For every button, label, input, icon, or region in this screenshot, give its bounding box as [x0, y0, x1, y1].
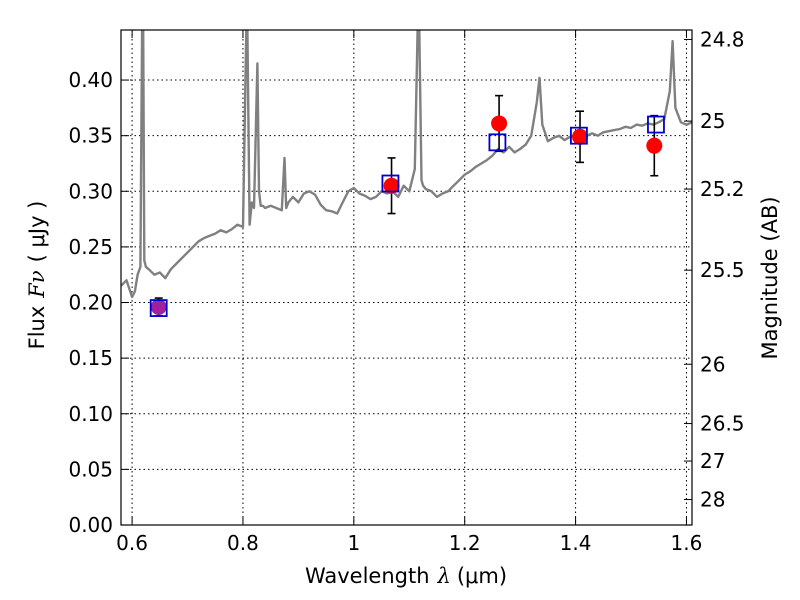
model-photometry-square [381, 174, 400, 193]
y-tick-label: 0.30 [68, 179, 113, 203]
y-tick-label: 0.00 [68, 513, 113, 537]
model-photometry-square [488, 133, 507, 152]
model-photometry-square [647, 115, 665, 134]
axis-ticks: 0.6 0.8 1 1.2 1.4 1.6 0.00 0.05 0.10 0.15 0.20 0.25… [68, 27, 744, 555]
y-tick-label: 0.05 [68, 457, 113, 481]
observed-point [491, 115, 508, 132]
y2-tick-label: 26 [700, 352, 725, 376]
model-photometry-square [570, 126, 588, 145]
x-tick-label: 1.4 [560, 531, 592, 555]
observed-point [572, 128, 589, 145]
observed-point [383, 177, 400, 194]
model-photometry-square [149, 299, 168, 317]
y2-tick-label: 27 [700, 449, 725, 473]
y-tick-label: 0.15 [68, 346, 113, 370]
y-tick-label: 0.10 [68, 402, 113, 426]
y-tick-label: 0.35 [68, 124, 113, 148]
y2-tick-label: 26.5 [700, 412, 745, 436]
y-axis-label: FluxFν( μJy ) [25, 201, 49, 350]
model-spectrum-line [121, 30, 692, 299]
y2-tick-label: 24.8 [700, 27, 745, 51]
observed-point [150, 298, 167, 315]
grid-lines [121, 30, 692, 526]
x-tick-label: 1.2 [449, 531, 481, 555]
y2-axis-label: Magnitude (AB) [758, 196, 782, 359]
x-tick-label: 1.6 [671, 531, 703, 555]
axes-frame [120, 29, 693, 526]
x-tick-label: 0.8 [227, 531, 259, 555]
y2-tick-label: 25 [700, 109, 725, 133]
x-tick-label: 0.6 [116, 531, 148, 555]
y2-tick-label: 25.5 [700, 258, 745, 282]
y2-tick-label: 25.2 [700, 177, 745, 201]
plot-area [121, 30, 692, 317]
x-tick-label: 1 [347, 531, 360, 555]
x-axis-label: Wavelength λ (μm) [305, 564, 507, 588]
y-tick-label: 0.25 [68, 235, 113, 259]
y-tick-label: 0.20 [68, 291, 113, 315]
y2-tick-label: 28 [700, 488, 725, 512]
y-tick-label: 0.40 [68, 68, 113, 92]
observed-point [646, 137, 663, 154]
